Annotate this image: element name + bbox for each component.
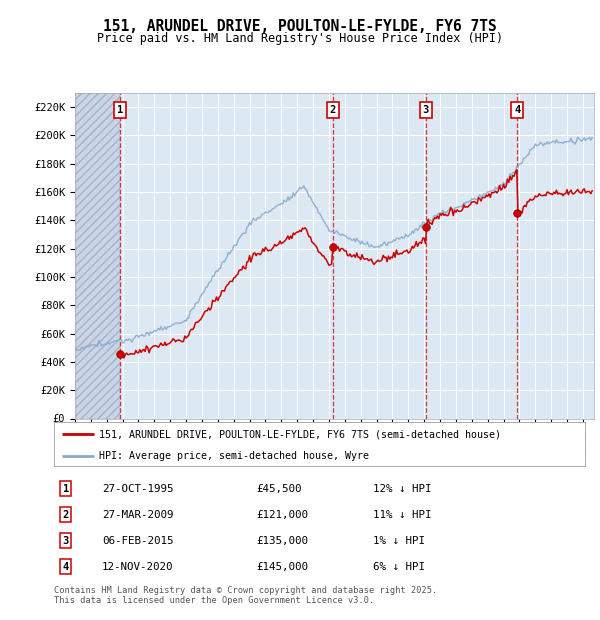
Text: 1% ↓ HPI: 1% ↓ HPI	[373, 536, 425, 546]
Text: £145,000: £145,000	[256, 562, 308, 572]
Text: 1: 1	[62, 484, 69, 494]
Bar	[75, 93, 120, 418]
Text: 27-MAR-2009: 27-MAR-2009	[102, 510, 173, 520]
Text: HPI: Average price, semi-detached house, Wyre: HPI: Average price, semi-detached house,…	[99, 451, 369, 461]
Text: 151, ARUNDEL DRIVE, POULTON-LE-FYLDE, FY6 7TS: 151, ARUNDEL DRIVE, POULTON-LE-FYLDE, FY…	[103, 19, 497, 33]
Text: 06-FEB-2015: 06-FEB-2015	[102, 536, 173, 546]
Text: £121,000: £121,000	[256, 510, 308, 520]
Text: 11% ↓ HPI: 11% ↓ HPI	[373, 510, 431, 520]
Text: 2: 2	[62, 510, 69, 520]
Text: 151, ARUNDEL DRIVE, POULTON-LE-FYLDE, FY6 7TS (semi-detached house): 151, ARUNDEL DRIVE, POULTON-LE-FYLDE, FY…	[99, 429, 501, 439]
Text: 4: 4	[514, 105, 520, 115]
Text: 12% ↓ HPI: 12% ↓ HPI	[373, 484, 431, 494]
Text: 6% ↓ HPI: 6% ↓ HPI	[373, 562, 425, 572]
Text: £45,500: £45,500	[256, 484, 301, 494]
Text: £135,000: £135,000	[256, 536, 308, 546]
Text: 1: 1	[116, 105, 123, 115]
Text: Contains HM Land Registry data © Crown copyright and database right 2025.
This d: Contains HM Land Registry data © Crown c…	[54, 586, 437, 605]
Text: 2: 2	[329, 105, 336, 115]
Text: 12-NOV-2020: 12-NOV-2020	[102, 562, 173, 572]
Text: 3: 3	[62, 536, 69, 546]
Text: 3: 3	[422, 105, 429, 115]
Text: 27-OCT-1995: 27-OCT-1995	[102, 484, 173, 494]
Text: Price paid vs. HM Land Registry's House Price Index (HPI): Price paid vs. HM Land Registry's House …	[97, 32, 503, 45]
Text: 4: 4	[62, 562, 69, 572]
